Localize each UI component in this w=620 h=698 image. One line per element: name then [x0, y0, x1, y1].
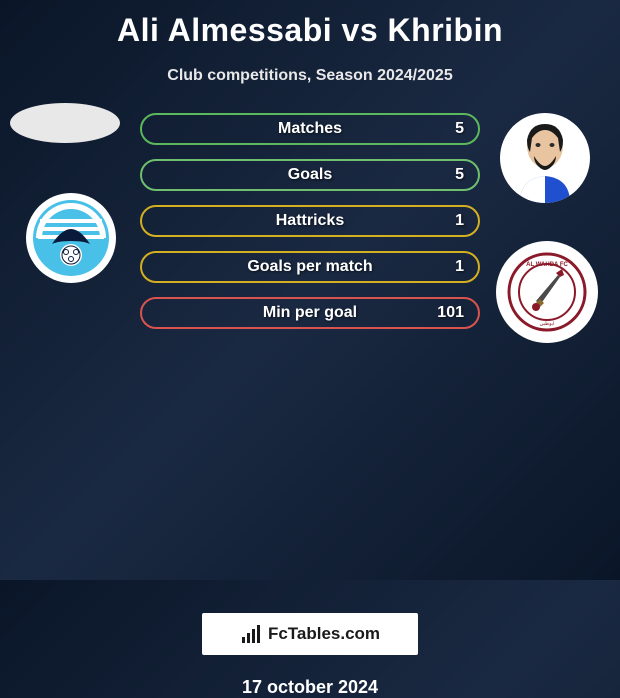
svg-text:AL WAHDA FC: AL WAHDA FC: [526, 262, 568, 268]
branding-text: FcTables.com: [268, 624, 380, 644]
player-left-avatar: [10, 103, 120, 143]
branding-badge: FcTables.com: [202, 613, 418, 655]
stat-row: Hattricks 1: [140, 205, 480, 237]
club-left-logo: [26, 193, 116, 283]
stat-label: Goals per match: [247, 258, 372, 276]
stat-row: Min per goal 101: [140, 297, 480, 329]
player-portrait-icon: [510, 118, 580, 203]
club-right-logo: AL WAHDA FC ابوظبي: [496, 241, 598, 343]
date-text: 17 october 2024: [0, 677, 620, 698]
stat-label: Hattricks: [276, 212, 344, 230]
stat-value: 5: [455, 120, 464, 138]
stats-container: Matches 5 Goals 5 Hattricks 1 Goals per match 1…: [140, 113, 480, 343]
stat-row: Goals per match 1: [140, 251, 480, 283]
club-right-badge-icon: AL WAHDA FC ابوظبي: [506, 251, 588, 333]
stat-label: Min per goal: [263, 304, 357, 322]
stat-value: 101: [437, 304, 464, 322]
subtitle: Club competitions, Season 2024/2025: [0, 67, 620, 85]
chart-icon: [240, 623, 262, 645]
page-title: Ali Almessabi vs Khribin: [0, 0, 620, 49]
stat-label: Goals: [288, 166, 332, 184]
stat-row: Goals 5: [140, 159, 480, 191]
comparison-content: AL WAHDA FC ابوظبي Matches 5 Goals 5 Hattric…: [0, 113, 620, 373]
stat-value: 5: [455, 166, 464, 184]
stat-value: 1: [455, 258, 464, 276]
player-right-avatar: [500, 113, 590, 203]
stat-label: Matches: [278, 120, 342, 138]
svg-text:ابوظبي: ابوظبي: [539, 321, 554, 327]
club-left-badge-icon: [32, 199, 110, 277]
stat-row: Matches 5: [140, 113, 480, 145]
stat-value: 1: [455, 212, 464, 230]
